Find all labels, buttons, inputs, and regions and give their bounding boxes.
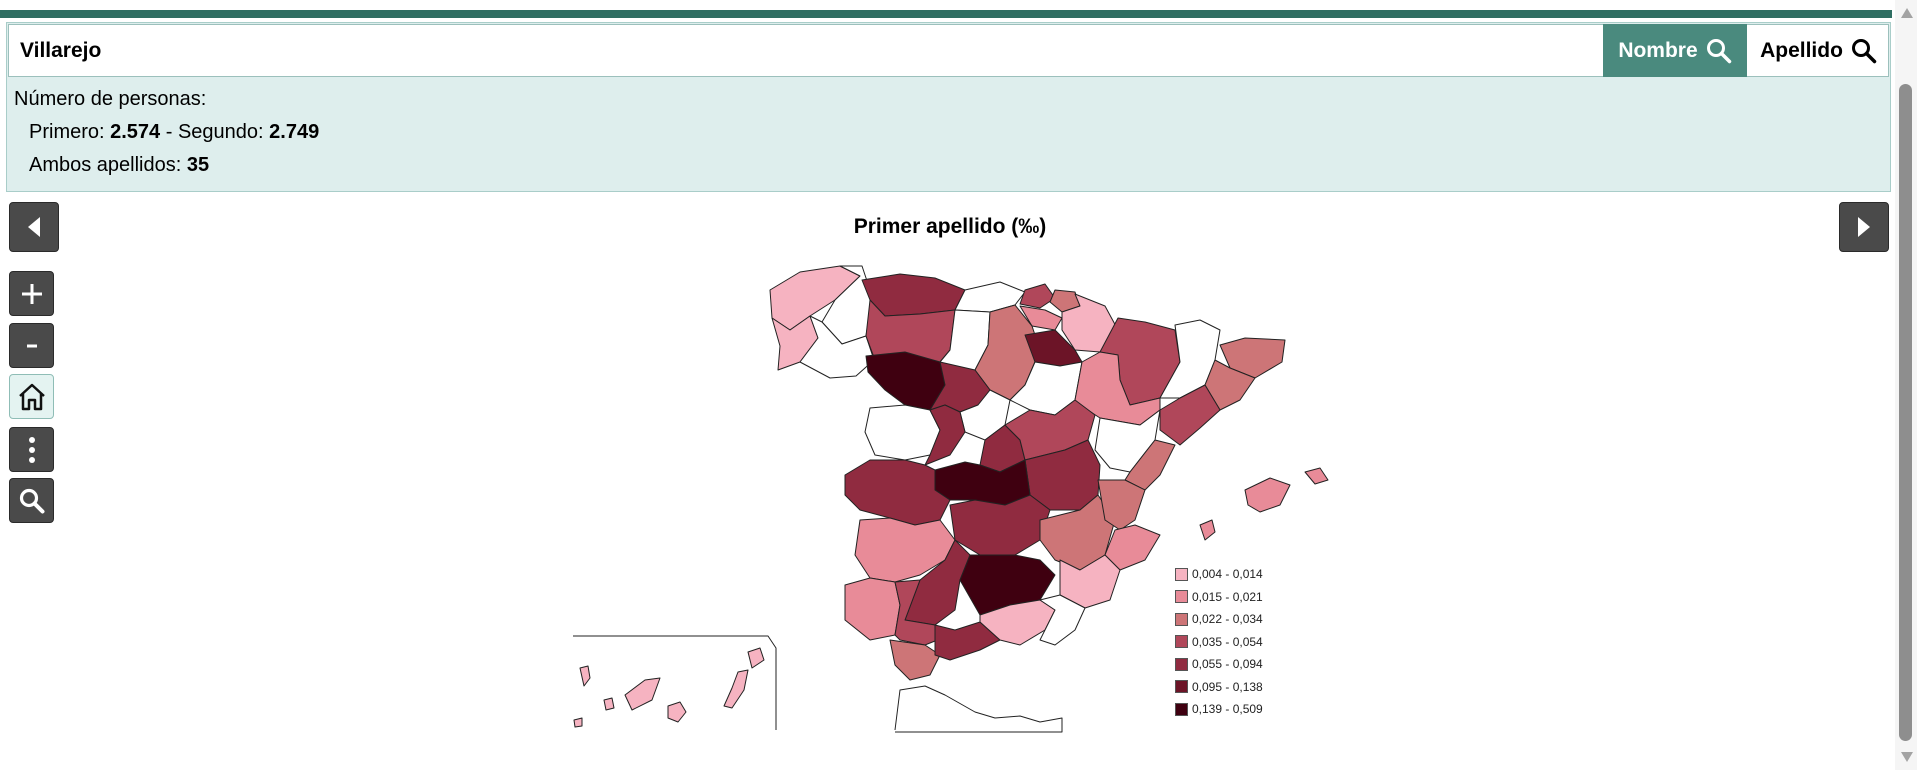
legend-swatch: [1175, 590, 1188, 604]
spain-province-map[interactable]: [570, 260, 1330, 735]
legend-swatch: [1175, 702, 1188, 716]
search-by-name-label: Nombre: [1618, 38, 1698, 62]
province-zamora[interactable]: [865, 351, 946, 411]
triangle-right-icon: [1858, 217, 1870, 237]
province-ourense[interactable]: [799, 315, 875, 379]
province-toledo[interactable]: [934, 459, 1031, 506]
stats-header: Número de personas:: [14, 88, 207, 110]
legend-label: 0,095 - 0,138: [1192, 679, 1263, 694]
second-label: - Segundo:: [160, 121, 270, 143]
canary-island-gomera[interactable]: [603, 697, 615, 711]
province-alava[interactable]: [1019, 305, 1063, 331]
both-count: 35: [186, 154, 210, 176]
zoom-out-button[interactable]: [9, 323, 54, 368]
surname-search-input[interactable]: [9, 25, 1602, 76]
scroll-up-arrow-icon[interactable]: [1901, 8, 1913, 18]
canary-island-fuerteventura[interactable]: [723, 669, 749, 709]
legend-label: 0,022 - 0,034: [1192, 612, 1263, 627]
search-by-surname-label: Apellido: [1760, 38, 1843, 62]
search-by-surname-button[interactable]: Apellido: [1747, 24, 1890, 77]
legend-item: 0,139 - 0,509: [1175, 698, 1263, 721]
province-almeria[interactable]: [1039, 594, 1086, 646]
province-tarragona[interactable]: [1159, 384, 1221, 446]
canary-island-gran-canaria[interactable]: [667, 701, 687, 723]
legend-item: 0,022 - 0,034: [1175, 608, 1263, 631]
first-count: 2.574: [110, 121, 161, 143]
next-map-button[interactable]: [1839, 202, 1889, 252]
legend-swatch: [1175, 680, 1188, 694]
legend-item: 0,004 - 0,014: [1175, 563, 1263, 586]
triangle-left-icon: [28, 217, 40, 237]
province-avila[interactable]: [924, 404, 966, 466]
stats-both: Ambos apellidos: 35: [14, 149, 319, 182]
province-baleares-mallorca[interactable]: [1244, 477, 1291, 513]
legend-swatch: [1175, 612, 1188, 626]
legend-item: 0,055 - 0,094: [1175, 653, 1263, 676]
stats-block: Número de personas: Primero: 2.574 - Seg…: [14, 83, 319, 182]
minus-icon: [26, 344, 37, 347]
legend-label: 0,035 - 0,054: [1192, 634, 1263, 649]
canary-island-la-palma[interactable]: [579, 665, 591, 687]
plus-icon: [21, 283, 42, 304]
scroll-down-arrow-icon[interactable]: [1901, 752, 1913, 762]
province-valencia[interactable]: [1097, 479, 1146, 531]
canary-island-hierro[interactable]: [573, 717, 583, 728]
legend-item: 0,035 - 0,054: [1175, 631, 1263, 654]
legend-label: 0,139 - 0,509: [1192, 702, 1263, 717]
zoom-in-button[interactable]: [9, 271, 54, 316]
vertical-dots-icon: [28, 436, 35, 463]
top-accent-bar: [0, 10, 1892, 18]
legend-swatch: [1175, 635, 1188, 649]
map-title: Primer apellido (‰): [853, 215, 1047, 238]
province-segovia[interactable]: [959, 389, 1011, 441]
second-count: 2.749: [269, 121, 320, 143]
canary-island-tenerife[interactable]: [624, 677, 661, 711]
province-salamanca[interactable]: [864, 404, 941, 461]
province-vizcaya[interactable]: [1019, 283, 1056, 309]
province-baleares-menorca[interactable]: [1304, 467, 1329, 485]
province-malaga[interactable]: [934, 621, 1001, 661]
map-search-button[interactable]: [9, 478, 54, 523]
map-legend: 0,004 - 0,014 0,015 - 0,021 0,022 - 0,03…: [1175, 563, 1263, 721]
home-icon: [18, 383, 45, 410]
legend-label: 0,015 - 0,021: [1192, 589, 1263, 604]
magnifier-icon: [1851, 38, 1877, 63]
legend-item: 0,015 - 0,021: [1175, 586, 1263, 609]
magnifier-icon: [19, 488, 44, 513]
province-baleares-ibiza[interactable]: [1199, 519, 1216, 541]
province-cadiz[interactable]: [889, 639, 941, 681]
both-label: Ambos apellidos:: [29, 154, 187, 176]
surname-panel: Nombre Apellido Número de personas: Prim…: [6, 22, 1891, 192]
legend-item: 0,095 - 0,138: [1175, 676, 1263, 699]
legend-label: 0,055 - 0,094: [1192, 657, 1263, 672]
legend-swatch: [1175, 657, 1188, 671]
vertical-scrollbar[interactable]: [1895, 0, 1917, 770]
reset-view-button[interactable]: [9, 374, 54, 419]
more-options-button[interactable]: [9, 427, 54, 472]
canary-island-lanzarote[interactable]: [747, 647, 765, 669]
magnifier-icon: [1706, 38, 1731, 63]
previous-map-button[interactable]: [9, 202, 59, 252]
legend-swatch: [1175, 567, 1188, 581]
stats-first-second: Primero: 2.574 - Segundo: 2.749: [14, 116, 319, 149]
legend-label: 0,004 - 0,014: [1192, 567, 1263, 582]
search-row: Nombre Apellido: [8, 24, 1889, 77]
province-ciudad-real[interactable]: [949, 494, 1051, 556]
province-guadalajara[interactable]: [1004, 399, 1096, 461]
search-by-name-button[interactable]: Nombre: [1603, 24, 1747, 77]
scroll-thumb[interactable]: [1899, 84, 1912, 741]
province-huelva[interactable]: [844, 577, 901, 641]
first-label: Primero:: [29, 121, 111, 143]
province-caceres[interactable]: [844, 459, 951, 526]
